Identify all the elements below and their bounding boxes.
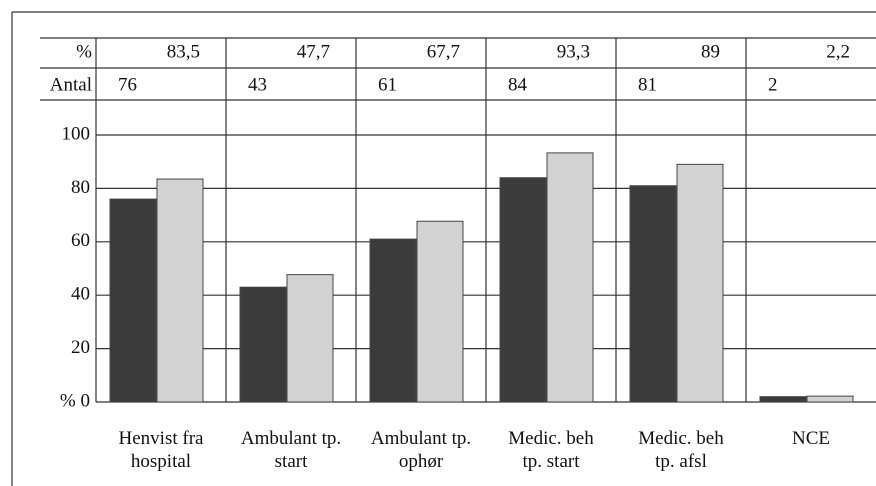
x-tick-label-line: Henvist fra <box>119 428 205 449</box>
table-value: 81 <box>638 74 657 95</box>
table-row-label: % <box>76 41 92 62</box>
x-tick-label: Ambulant tp. ophør <box>371 428 471 472</box>
table-row-label: Antal <box>50 74 92 95</box>
y-tick-label: 100 <box>62 123 91 144</box>
x-tick-label-line: Ambulant tp. <box>371 428 471 449</box>
x-tick-label-line: start <box>275 451 308 472</box>
y-tick-label: 80 <box>71 177 90 198</box>
table-value: 43 <box>248 74 267 95</box>
y-tick-label: 40 <box>71 284 90 305</box>
x-tick-label-line: ophør <box>399 451 444 472</box>
x-tick-label-line: hospital <box>131 451 191 472</box>
x-tick-label: Ambulant tp. start <box>241 428 341 472</box>
bar <box>109 198 157 403</box>
bar <box>676 163 724 403</box>
table-value: 47,7 <box>297 41 330 62</box>
y-tick-label: % 0 <box>60 390 90 411</box>
table-value: 2,2 <box>826 41 850 62</box>
table-value: 93,3 <box>557 41 590 62</box>
table-value: 67,7 <box>427 41 460 62</box>
x-tick-label-line: Medic. beh <box>508 428 594 449</box>
bar <box>286 274 334 403</box>
bar <box>759 396 807 403</box>
x-tick-label: Henvist fra hospital <box>119 428 205 472</box>
x-tick-label: NCE <box>792 428 830 449</box>
x-tick-label: Medic. beh tp. start <box>508 428 594 472</box>
bar <box>546 152 594 403</box>
y-tick-label: 20 <box>71 337 90 358</box>
table-value: 61 <box>378 74 397 95</box>
y-tick-label: 60 <box>71 230 90 251</box>
table-value: 2 <box>768 74 778 95</box>
table-value: 84 <box>508 74 528 95</box>
bar <box>416 220 464 403</box>
x-tick-label-line: Ambulant tp. <box>241 428 341 449</box>
table-value: 83,5 <box>167 41 200 62</box>
x-tick-label-line: tp. start <box>523 451 581 472</box>
x-tick-label-line: Medic. beh <box>638 428 724 449</box>
bar <box>499 177 547 403</box>
bar <box>369 238 417 403</box>
bar <box>806 395 854 403</box>
bar <box>629 185 677 403</box>
bar <box>239 286 287 403</box>
table-value: 76 <box>118 74 137 95</box>
x-tick-label-line: tp. afsl <box>655 451 707 472</box>
bar <box>156 178 204 403</box>
table-value: 89 <box>701 41 720 62</box>
x-tick-label-line: NCE <box>792 428 830 449</box>
x-tick-label: Medic. beh tp. afsl <box>638 428 724 472</box>
